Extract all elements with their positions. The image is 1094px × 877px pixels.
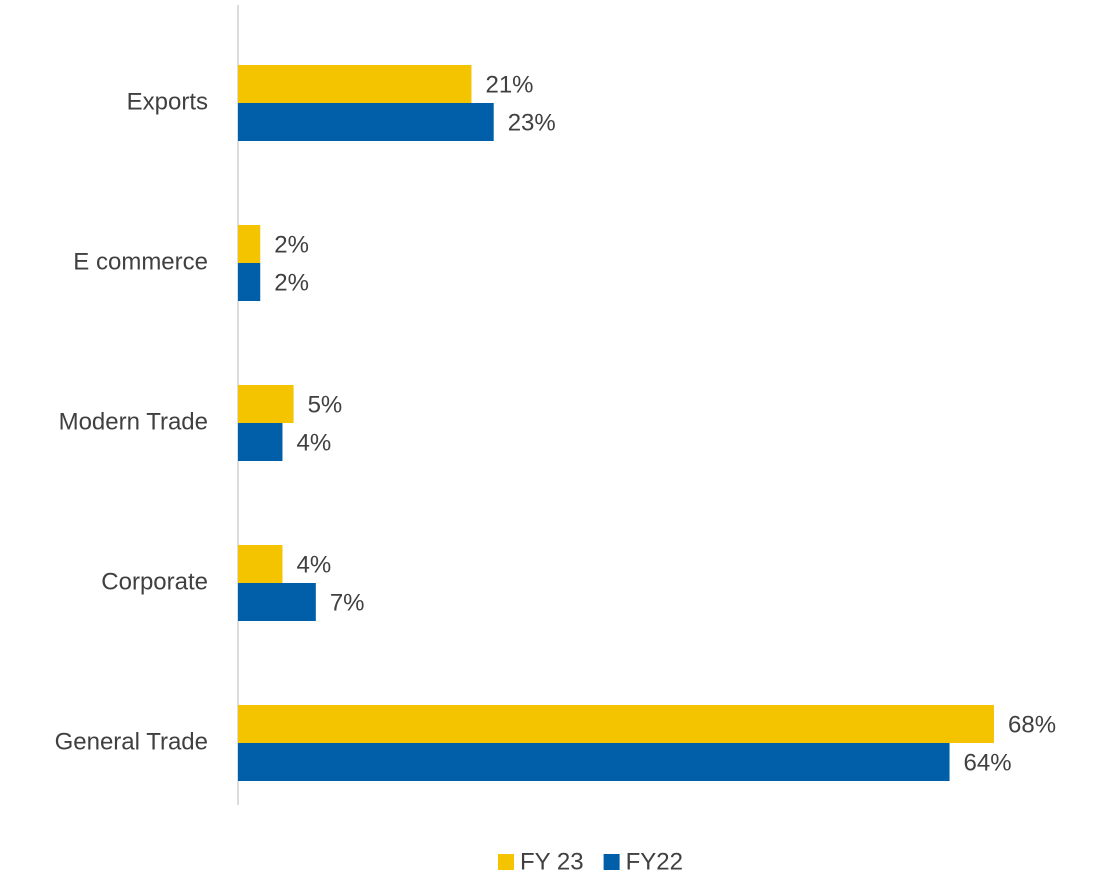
data-label: 2% [274, 269, 309, 296]
bar [238, 103, 494, 141]
bar [238, 385, 294, 423]
data-label: 4% [296, 429, 331, 456]
legend-swatch [603, 854, 620, 870]
bar [238, 423, 283, 461]
bar [238, 65, 472, 103]
y-tick-label: E commerce [73, 248, 208, 275]
data-label: 64% [964, 749, 1012, 776]
bar [238, 743, 950, 781]
y-tick-label: General Trade [55, 728, 208, 755]
bar [238, 225, 261, 263]
bar [238, 583, 316, 621]
y-tick-label: Exports [127, 88, 208, 115]
legend-swatch [498, 854, 514, 870]
y-tick-label: Corporate [101, 568, 208, 595]
bar [238, 263, 261, 301]
data-label: 5% [308, 391, 343, 418]
data-label: 4% [296, 551, 331, 578]
legend-label: FY22 [626, 848, 683, 875]
data-label: 2% [274, 231, 309, 258]
data-label: 68% [1008, 711, 1056, 738]
data-label: 21% [485, 71, 533, 98]
y-tick-label: Modern Trade [59, 408, 208, 435]
legend-label: FY 23 [520, 848, 584, 875]
data-label: 23% [508, 109, 556, 136]
bar [238, 705, 994, 743]
data-label: 7% [330, 589, 365, 616]
bar [238, 545, 283, 583]
